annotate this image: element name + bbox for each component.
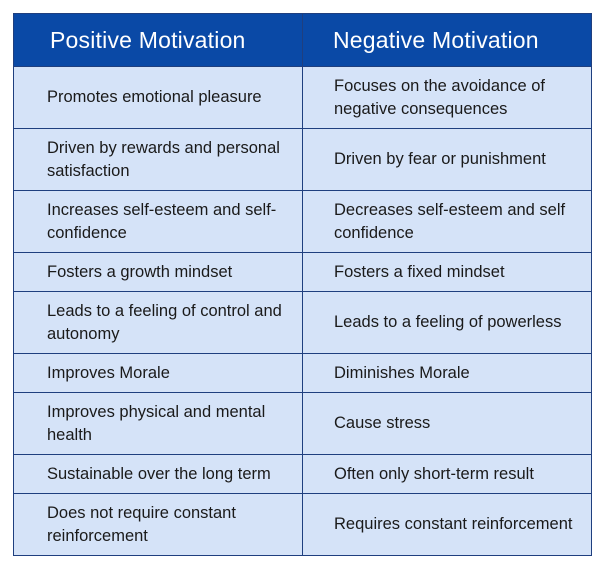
negative-cell: Requires constant reinforcement — [302, 493, 592, 556]
negative-cell: Decreases self-esteem and self confidenc… — [302, 190, 592, 253]
negative-cell: Focuses on the avoidance of negative con… — [302, 66, 592, 129]
positive-cell: Improves Morale — [13, 353, 303, 393]
table-row: Driven by rewards and personal satisfact… — [13, 128, 592, 191]
negative-cell: Diminishes Morale — [302, 353, 592, 393]
negative-cell: Driven by fear or punishment — [302, 128, 592, 191]
positive-cell: Fosters a growth mindset — [13, 252, 303, 292]
table-row: Improves physical and mental health Caus… — [13, 392, 592, 455]
negative-cell: Fosters a fixed mindset — [302, 252, 592, 292]
positive-cell: Increases self-esteem and self-confidenc… — [13, 190, 303, 253]
header-negative-motivation: Negative Motivation — [302, 13, 592, 67]
negative-cell: Cause stress — [302, 392, 592, 455]
negative-cell: Leads to a feeling of powerless — [302, 291, 592, 354]
header-positive-motivation: Positive Motivation — [13, 13, 303, 67]
table-row: Increases self-esteem and self-confidenc… — [13, 190, 592, 253]
table-row: Improves Morale Diminishes Morale — [13, 353, 592, 393]
table-row: Fosters a growth mindset Fosters a fixed… — [13, 252, 592, 292]
positive-cell: Leads to a feeling of control and autono… — [13, 291, 303, 354]
positive-cell: Does not require constant reinforcement — [13, 493, 303, 556]
negative-cell: Often only short-term result — [302, 454, 592, 494]
table-row: Promotes emotional pleasure Focuses on t… — [13, 66, 592, 129]
positive-cell: Promotes emotional pleasure — [13, 66, 303, 129]
positive-cell: Sustainable over the long term — [13, 454, 303, 494]
table-row: Does not require constant reinforcement … — [13, 493, 592, 556]
header-row: Positive Motivation Negative Motivation — [13, 13, 592, 67]
comparison-table: Positive Motivation Negative Motivation … — [13, 13, 592, 556]
positive-cell: Driven by rewards and personal satisfact… — [13, 128, 303, 191]
table-row: Leads to a feeling of control and autono… — [13, 291, 592, 354]
positive-cell: Improves physical and mental health — [13, 392, 303, 455]
table-row: Sustainable over the long term Often onl… — [13, 454, 592, 494]
